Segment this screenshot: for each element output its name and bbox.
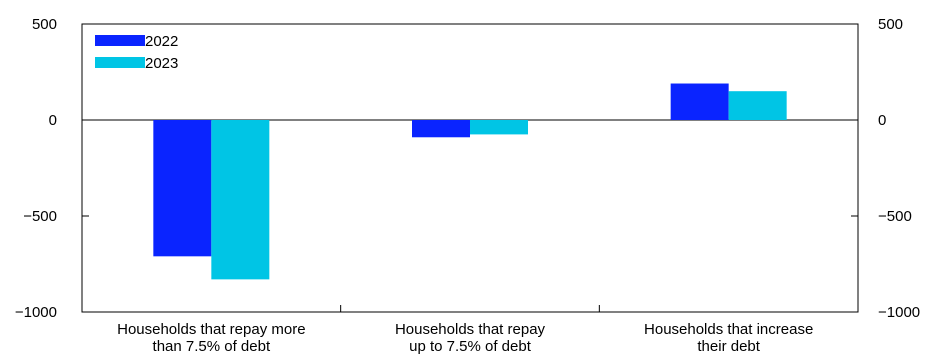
y-axis-left: 500 0 −500 −1000 <box>15 16 89 321</box>
bar-2023 <box>211 120 270 280</box>
legend-label-2023: 2023 <box>145 55 178 72</box>
bars <box>153 83 787 280</box>
x-tick-label: Households that repay up to 7.5% of debt <box>395 321 546 355</box>
bar-2023 <box>728 91 787 120</box>
x-tick-label-line: Households that repay <box>395 321 546 338</box>
y-tick-label-right: 0 <box>878 112 886 129</box>
y-tick-label-left: 0 <box>49 112 57 129</box>
x-tick-label-line: their debt <box>697 338 760 355</box>
y-tick-label-left: −1000 <box>15 304 57 321</box>
x-tick-label-line: Households that repay more <box>117 321 305 338</box>
bar-2023 <box>470 120 528 135</box>
x-tick-label-line: than 7.5% of debt <box>153 338 271 355</box>
legend-label-2022: 2022 <box>145 33 178 50</box>
y-axis-right: 500 0 −500 −1000 <box>851 16 920 321</box>
y-tick-label-left: 500 <box>32 16 57 33</box>
bar-2022 <box>412 120 470 138</box>
x-tick-label: Households that repay more than 7.5% of d… <box>117 321 305 355</box>
y-tick-label-right: −1000 <box>878 304 920 321</box>
x-tick-label: Households that increase their debt <box>644 321 813 355</box>
bar-2022 <box>670 83 729 120</box>
x-tick-label-line: Households that increase <box>644 321 813 338</box>
legend-swatch-2022 <box>95 35 145 46</box>
y-tick-label-right: 500 <box>878 16 903 33</box>
legend: 2022 2023 <box>95 33 178 72</box>
legend-swatch-2023 <box>95 57 145 68</box>
y-tick-label-right: −500 <box>878 208 912 225</box>
plot-frame <box>81 23 859 313</box>
y-tick-label-left: −500 <box>23 208 57 225</box>
bar-2022 <box>153 120 212 257</box>
x-axis: Households that repay more than 7.5% of d… <box>117 305 813 355</box>
x-tick-label-line: up to 7.5% of debt <box>409 338 532 355</box>
